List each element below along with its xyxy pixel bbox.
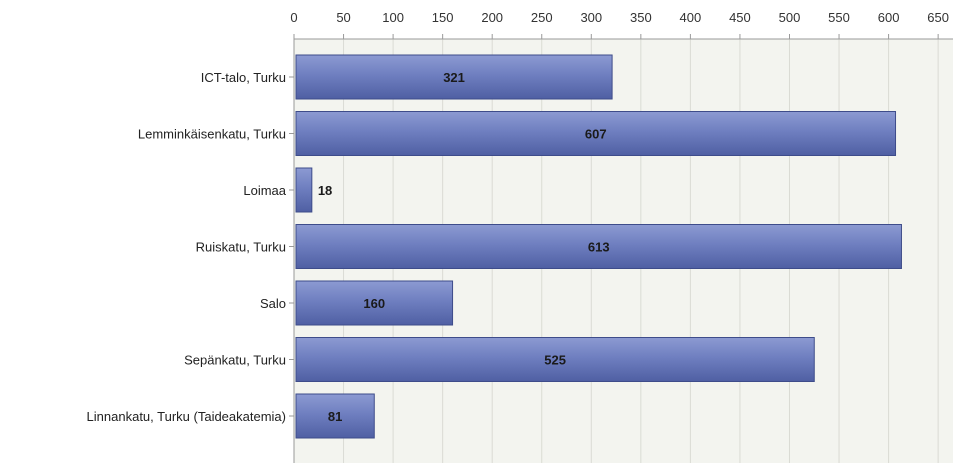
value-labels: 321 607 18 613 160 525 81 — [318, 70, 610, 424]
x-tick-label: 650 — [927, 10, 949, 25]
bar — [295, 224, 902, 269]
category-label: Loimaa — [243, 183, 286, 198]
category-label: Sepänkatu, Turku — [184, 353, 286, 368]
x-tick-label: 250 — [531, 10, 553, 25]
bar — [295, 280, 454, 326]
value-label: 321 — [443, 70, 465, 85]
category-label: Salo — [260, 296, 286, 311]
bar — [295, 54, 613, 100]
value-label: 607 — [585, 127, 607, 142]
x-tick-label: 400 — [680, 10, 702, 25]
x-tick-label: 100 — [382, 10, 404, 25]
x-tick-label: 0 — [290, 10, 297, 25]
category-label: Lemminkäisenkatu, Turku — [138, 127, 286, 142]
x-tick-label: 200 — [481, 10, 503, 25]
category-label: ICT-talo, Turku — [201, 70, 286, 85]
value-label: 160 — [363, 296, 385, 311]
value-label: 81 — [328, 409, 342, 424]
category-label: Linnankatu, Turku (Taideakatemia) — [87, 409, 286, 424]
x-tick-label: 600 — [878, 10, 900, 25]
bar — [295, 337, 815, 382]
x-axis-ticks: 0 50 100 150 200 250 300 350 400 450 500 550 600 650 — [290, 10, 953, 40]
value-label: 525 — [544, 353, 566, 368]
category-labels: ICT-talo, Turku Lemminkäisenkatu, Turku Lo… — [87, 70, 294, 424]
value-label: 18 — [318, 183, 332, 198]
x-tick-label: 350 — [630, 10, 652, 25]
x-tick-label: 450 — [729, 10, 751, 25]
bar — [295, 393, 375, 439]
x-tick-label: 50 — [336, 10, 350, 25]
x-tick-label: 300 — [580, 10, 602, 25]
bars — [295, 54, 902, 439]
x-tick-label: 500 — [779, 10, 801, 25]
x-tick-label: 150 — [432, 10, 454, 25]
bar — [295, 167, 313, 213]
bar — [295, 111, 897, 156]
x-tick-label: 550 — [828, 10, 850, 25]
category-label: Ruiskatu, Turku — [196, 240, 286, 255]
value-label: 613 — [588, 240, 610, 255]
